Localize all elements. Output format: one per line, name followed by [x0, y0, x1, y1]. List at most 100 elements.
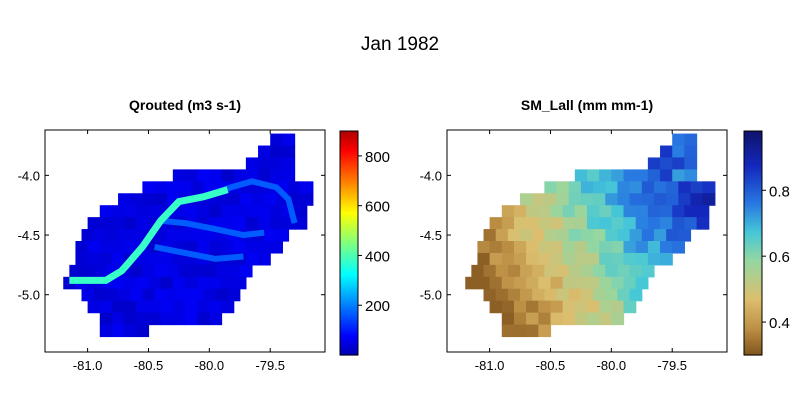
basin-cell [270, 145, 283, 159]
colorbar-segment [340, 201, 358, 205]
colorbar-segment [340, 224, 358, 227]
basin-cell [124, 205, 137, 218]
basin-cell [471, 264, 485, 278]
basin-cell [593, 229, 606, 242]
basin-cell [148, 300, 162, 314]
basin-cell [99, 324, 113, 338]
basin-cell [562, 276, 576, 290]
basin-cell [142, 181, 156, 194]
basin-cell [623, 300, 637, 314]
colorbar-segment [340, 179, 358, 182]
colorbar-segment [340, 259, 358, 263]
basin-cell [172, 252, 186, 266]
basin-cell [544, 229, 558, 242]
basin-cell [99, 300, 113, 314]
colorbar-segment [340, 323, 358, 326]
basin-cell [562, 241, 576, 254]
basin-cell [166, 229, 180, 242]
basin-cell [544, 181, 558, 194]
colorbar-segment [744, 229, 762, 233]
x-tick-label: -80.5 [536, 358, 566, 373]
basin-cell [605, 229, 619, 242]
colorbar-segment [340, 293, 358, 296]
colorbar-segment [340, 306, 358, 309]
basin-cell [191, 229, 204, 242]
colorbar-segment [744, 179, 762, 182]
colorbar-segment [340, 313, 358, 317]
basin-cell [672, 169, 685, 182]
colorbar-segment [340, 175, 358, 179]
colorbar-segment [340, 131, 358, 134]
basin-cell [635, 169, 649, 182]
basin-cell [178, 264, 192, 278]
colorbar-segment [744, 272, 762, 276]
basin-cell [587, 169, 600, 182]
colorbar-segment [340, 192, 358, 196]
basin-cell [660, 205, 673, 218]
basin-cell [702, 193, 716, 206]
basin-cell [520, 288, 533, 302]
colorbar-segment [744, 226, 762, 229]
basin-cell [611, 312, 625, 326]
basin-cell [562, 205, 576, 218]
colorbar-segment [744, 345, 762, 349]
x-tick-label: -79.5 [255, 358, 285, 373]
basin-cell [556, 288, 570, 302]
colorbar-segment [340, 328, 358, 332]
basin-cell [239, 264, 253, 278]
colorbar-segment [340, 250, 358, 253]
colorbar-segment [744, 138, 762, 141]
colorbar-segment [744, 353, 762, 356]
basin-cell [245, 205, 259, 218]
basin-cell [136, 217, 150, 230]
colorbar-segment [340, 168, 358, 171]
basin-cell [87, 217, 101, 230]
basin-cell [507, 229, 521, 242]
basin-cell [611, 300, 625, 314]
colorbar-segment [340, 257, 358, 261]
colorbar-segment [340, 332, 358, 336]
basin-cell [154, 193, 168, 206]
colorbar-segment [744, 166, 762, 169]
colorbar-segment [340, 284, 358, 287]
colorbar-segment [744, 209, 762, 212]
colorbar-segment [340, 164, 358, 168]
basin-cell [221, 169, 235, 182]
basin-cell [580, 193, 594, 206]
y-tick-label: -5.0 [420, 288, 442, 303]
basin-cell [550, 276, 564, 290]
basin-cell [666, 229, 679, 242]
basin-cell [702, 181, 716, 194]
basin-cell [148, 252, 162, 266]
colorbar-segment [340, 166, 358, 169]
colorbar-segment [340, 181, 358, 184]
colorbar-segment [744, 145, 762, 149]
basin-cell [495, 264, 509, 278]
colorbar-segment [744, 149, 762, 153]
basin-cell [580, 264, 594, 278]
colorbar-segment [744, 257, 762, 261]
basin-cell [550, 241, 564, 254]
colorbar-segment [744, 328, 762, 332]
basin-cell [653, 181, 667, 194]
basin-cell [124, 217, 137, 230]
basin-cell [483, 264, 497, 278]
basin-cell [501, 217, 515, 230]
basin-cell [203, 229, 217, 242]
colorbar-segment [340, 215, 358, 218]
basin-cell [629, 181, 643, 194]
basin-cell [495, 288, 509, 302]
colorbar-segment [744, 306, 762, 309]
basin-cell [587, 205, 600, 218]
basin-cell [587, 300, 600, 314]
colorbar-segment [744, 276, 762, 280]
basin-cell [501, 312, 515, 326]
basin-cell [69, 264, 83, 278]
basin-cell [197, 205, 210, 218]
colorbar-segment [744, 136, 762, 140]
colorbar-segment [744, 231, 762, 235]
basin-cell [635, 217, 649, 230]
basin-cell [611, 205, 625, 218]
basin-cell [611, 217, 625, 230]
basin-cell [282, 157, 296, 170]
